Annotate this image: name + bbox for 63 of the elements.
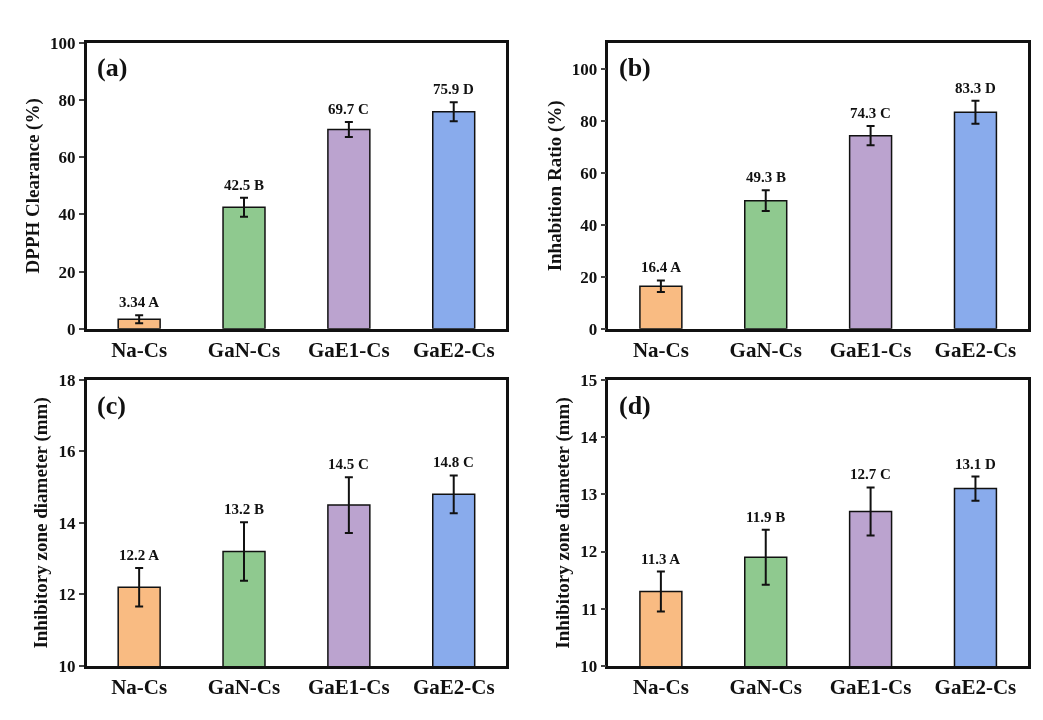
y-tick-label: 12 bbox=[580, 542, 598, 562]
data-label: 14.5 C bbox=[328, 456, 369, 472]
y-tick-label: 0 bbox=[588, 319, 598, 339]
y-tick-label: 60 bbox=[580, 163, 598, 183]
x-tick-label: Na-Cs bbox=[111, 674, 168, 699]
y-tick-label: 80 bbox=[580, 111, 598, 131]
y-tick-label: 20 bbox=[580, 267, 598, 287]
y-tick-label: 40 bbox=[580, 215, 598, 235]
x-tick-label: GaE2-Cs bbox=[934, 337, 1017, 362]
data-label: 12.7 C bbox=[850, 466, 891, 482]
x-tick-label: GaN-Cs bbox=[729, 674, 802, 699]
y-axis-title: Inhabition Ratio (%) bbox=[543, 100, 566, 272]
x-tick-label: Na-Cs bbox=[632, 337, 689, 362]
y-tick-label: 13 bbox=[580, 485, 598, 505]
y-tick-label: 11 bbox=[581, 599, 598, 619]
data-label: 12.2 A bbox=[119, 547, 160, 563]
y-tick-label: 15 bbox=[580, 370, 598, 390]
data-label: 74.3 C bbox=[850, 105, 891, 121]
x-tick-label: Na-Cs bbox=[111, 337, 168, 362]
y-tick-label: 40 bbox=[58, 205, 76, 225]
x-tick-label: Na-Cs bbox=[632, 674, 689, 699]
y-tick-label: 10 bbox=[58, 656, 76, 676]
x-tick-label: GaE1-Cs bbox=[829, 674, 912, 699]
y-tick-label: 20 bbox=[58, 262, 76, 282]
x-tick-label: GaE1-Cs bbox=[308, 337, 390, 362]
data-label: 83.3 D bbox=[955, 80, 996, 96]
data-label: 13.1 D bbox=[955, 456, 996, 472]
data-label: 69.7 C bbox=[328, 101, 369, 117]
data-label: 11.9 B bbox=[746, 509, 786, 525]
y-tick-label: 100 bbox=[50, 33, 76, 53]
data-label: 3.34 A bbox=[119, 294, 160, 310]
x-tick-label: GaE2-Cs bbox=[412, 674, 495, 699]
y-tick-label: 16 bbox=[58, 442, 76, 462]
data-label: 11.3 A bbox=[641, 551, 681, 567]
x-tick-label: GaE2-Cs bbox=[934, 674, 1017, 699]
y-tick-label: 10 bbox=[580, 656, 598, 676]
x-tick-label: GaE2-Cs bbox=[412, 337, 495, 362]
y-tick-label: 12 bbox=[58, 585, 76, 605]
data-label: 13.2 B bbox=[224, 501, 265, 517]
chart-title: (a) bbox=[97, 53, 128, 82]
data-label: 14.8 C bbox=[433, 454, 474, 470]
y-tick-label: 18 bbox=[58, 370, 76, 390]
x-tick-label: GaN-Cs bbox=[207, 674, 281, 699]
x-tick-label: GaN-Cs bbox=[207, 337, 281, 362]
x-tick-label: GaN-Cs bbox=[729, 337, 802, 362]
data-label: 75.9 D bbox=[433, 81, 474, 97]
y-tick-label: 14 bbox=[58, 513, 77, 533]
y-tick-label: 80 bbox=[58, 90, 76, 110]
chart-title: (d) bbox=[619, 391, 651, 420]
y-axis-title: Inhibitory zone diameter (mm) bbox=[30, 397, 53, 649]
y-tick-label: 100 bbox=[571, 59, 598, 79]
data-label: 49.3 B bbox=[746, 169, 787, 185]
y-tick-label: 0 bbox=[67, 319, 76, 339]
y-tick-label: 14 bbox=[580, 428, 598, 448]
chart-title: (b) bbox=[619, 53, 651, 82]
x-tick-label: GaE1-Cs bbox=[308, 674, 390, 699]
x-tick-label: GaE1-Cs bbox=[829, 337, 912, 362]
y-axis-title: DPPH Clearance (%) bbox=[21, 98, 44, 274]
y-axis-title: Inhibitory zone diameter (mm) bbox=[552, 397, 575, 649]
chart-title: (c) bbox=[97, 391, 126, 420]
data-label: 42.5 B bbox=[224, 177, 265, 193]
data-label: 16.4 A bbox=[641, 259, 682, 275]
y-tick-label: 60 bbox=[58, 148, 76, 168]
